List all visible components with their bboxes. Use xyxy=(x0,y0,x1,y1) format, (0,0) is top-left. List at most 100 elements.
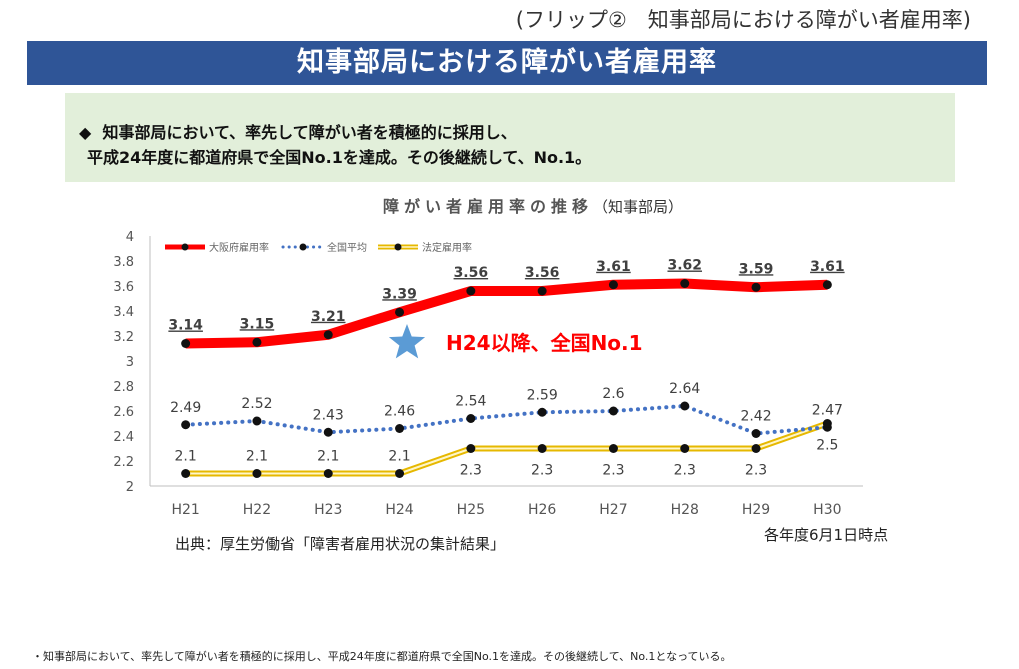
as-of-note: 各年度6月1日時点 xyxy=(764,526,889,544)
summary-line-1: ◆ 知事部局において、率先して障がい者を積極的に採用し、 xyxy=(79,119,517,143)
footnote: ・知事部局において、率先して障がい者を積極的に採用し、平成24年度に都道府県で全… xyxy=(32,650,732,663)
flip-caption: (フリップ② 知事部局における障がい者雇用率) xyxy=(515,8,971,32)
data-label-legal: 2.3 xyxy=(531,463,553,479)
data-labels: 3.14 3.15 3.21 3.39 3.56 3.56 3.61 3.62 3.59 3.61… xyxy=(168,258,844,479)
series-line-osaka xyxy=(185,278,828,349)
data-label-osaka: 3.59 xyxy=(739,261,774,277)
data-point xyxy=(252,337,262,347)
x-tick-label: H23 xyxy=(314,502,342,518)
data-label-national: 2.43 xyxy=(313,407,344,423)
data-point xyxy=(466,414,476,423)
data-label-osaka: 3.21 xyxy=(311,309,346,325)
legend-label: 全国平均 xyxy=(327,241,367,254)
chart-axes xyxy=(149,236,863,487)
data-label-national: 2.47 xyxy=(812,402,843,418)
series-line-national xyxy=(183,404,830,436)
data-point xyxy=(395,469,405,478)
data-point xyxy=(181,469,191,478)
y-tick-label: 3 xyxy=(126,355,134,370)
data-point xyxy=(751,429,761,438)
data-point xyxy=(608,406,618,416)
series-points xyxy=(181,279,832,478)
data-point xyxy=(537,444,547,453)
y-tick-label: 2.6 xyxy=(113,405,134,420)
bullet-diamond-icon: ◆ xyxy=(79,123,92,142)
data-point xyxy=(252,469,262,478)
y-tick-label: 2.4 xyxy=(113,430,134,445)
x-tick-label: H29 xyxy=(742,502,770,518)
data-point xyxy=(466,286,476,296)
y-tick-label: 2 xyxy=(126,480,134,495)
y-tick-label: 4 xyxy=(126,230,134,245)
x-tick-label: H22 xyxy=(243,502,271,518)
data-point xyxy=(323,427,333,437)
chart-title-main: 障がい者雇用率の推移 xyxy=(383,197,594,216)
data-label-osaka: 3.15 xyxy=(240,316,275,332)
summary-line-1-text: 知事部局において、率先して障がい者を積極的に採用し、 xyxy=(102,123,517,142)
data-label-legal: 2.1 xyxy=(246,449,268,465)
data-point xyxy=(181,339,191,348)
data-label-legal: 2.3 xyxy=(460,463,482,479)
data-label-legal: 2.1 xyxy=(175,449,197,465)
data-label-osaka: 3.56 xyxy=(525,265,560,281)
data-point xyxy=(680,279,690,288)
data-point xyxy=(751,282,761,292)
y-tick-label: 3.4 xyxy=(113,305,134,320)
legend-marker xyxy=(299,243,307,251)
data-label-national: 2.6 xyxy=(602,386,624,402)
data-point xyxy=(822,280,832,290)
data-label-osaka: 3.61 xyxy=(810,259,845,275)
data-label-osaka: 3.39 xyxy=(382,286,417,302)
summary-box: ◆ 知事部局において、率先して障がい者を積極的に採用し、 平成24年度に都道府県… xyxy=(65,93,955,182)
data-label-osaka: 3.61 xyxy=(596,259,631,275)
y-tick-label: 2.2 xyxy=(113,455,134,470)
data-label-national: 2.46 xyxy=(384,404,415,420)
data-label-national: 2.52 xyxy=(241,396,272,412)
data-label-legal: 2.3 xyxy=(674,463,696,479)
series-lines xyxy=(183,278,830,477)
data-point xyxy=(252,416,262,426)
summary-line-2: 平成24年度に都道府県で全国No.1を達成。その後継続して、No.1。 xyxy=(87,148,592,167)
data-label-legal: 2.5 xyxy=(816,438,838,454)
y-tick-label: 3.8 xyxy=(113,255,134,270)
data-point xyxy=(466,444,476,453)
x-tick-label: H30 xyxy=(813,502,841,518)
data-point xyxy=(395,424,405,433)
data-label-national: 2.49 xyxy=(170,400,201,416)
legend-marker xyxy=(394,243,402,251)
x-tick-label: H25 xyxy=(457,502,485,518)
y-tick-label: 3.2 xyxy=(113,330,134,345)
x-tick-label: H28 xyxy=(671,502,699,518)
data-point xyxy=(323,469,333,478)
data-label-national: 2.64 xyxy=(669,381,700,397)
data-point xyxy=(751,444,761,453)
x-tick-label: H27 xyxy=(599,502,627,518)
banner-title: 知事部局における障がい者雇用率 xyxy=(27,41,987,85)
data-label-osaka: 3.14 xyxy=(168,318,203,334)
data-label-national: 2.42 xyxy=(740,409,771,425)
data-point xyxy=(537,407,547,417)
data-point xyxy=(822,419,832,428)
chart-annotation: H24以降、全国No.1 xyxy=(388,324,643,359)
data-label-legal: 2.3 xyxy=(602,463,624,479)
data-point xyxy=(680,401,690,411)
annotation-text: H24以降、全国No.1 xyxy=(446,331,643,355)
series-line-legal-inner xyxy=(185,422,828,475)
x-tick-label: H26 xyxy=(528,502,556,518)
y-tick-label: 2.8 xyxy=(113,380,134,395)
x-tick-label: H24 xyxy=(385,502,413,518)
chart-subtitle: （知事部局） xyxy=(593,198,684,216)
data-point xyxy=(323,330,333,340)
y-tick-labels: 4 3.8 3.6 3.4 3.2 3 2.8 2.6 2.4 2.2 2 xyxy=(113,230,134,495)
y-tick-label: 3.6 xyxy=(113,280,134,295)
data-point xyxy=(181,420,191,430)
data-point xyxy=(680,444,690,453)
data-point xyxy=(395,307,405,317)
legend-label: 大阪府雇用率 xyxy=(209,241,269,254)
data-label-osaka: 3.56 xyxy=(454,265,489,281)
data-label-legal: 2.3 xyxy=(745,463,767,479)
source-note: 出典：厚生労働省「障害者雇用状況の集計結果」 xyxy=(175,535,506,553)
data-point xyxy=(608,280,618,290)
chart-legend: 大阪府雇用率 全国平均 法定雇用率 xyxy=(165,241,472,254)
